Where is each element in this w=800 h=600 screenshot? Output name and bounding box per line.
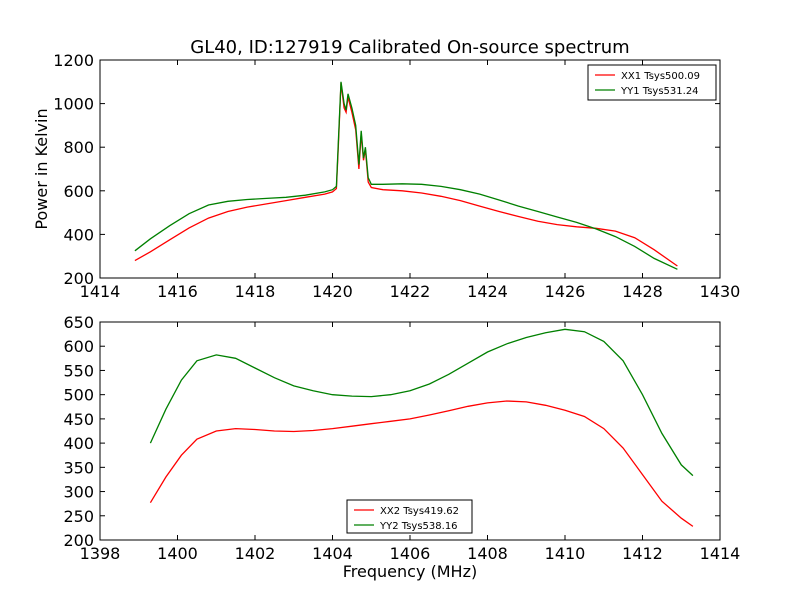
- series-line-xx2: [149, 400, 694, 527]
- x-tick-label: 1424: [467, 282, 508, 301]
- y-tick-label: 250: [63, 507, 94, 526]
- legend-box: [587, 64, 717, 101]
- legend-box: [346, 499, 473, 534]
- bottom-spectrum-panel: 1398 1400 1402 1404 1406 1408 1410 1412 1414 200 2…: [63, 313, 740, 563]
- x-tick-label: 1422: [390, 282, 431, 301]
- y-tick-label: 1000: [53, 95, 94, 114]
- y-tick-label: 400: [63, 225, 94, 244]
- x-tick-label: 1414: [80, 282, 121, 301]
- y-tick-label: 200: [63, 531, 94, 550]
- y-tick-label: 600: [63, 182, 94, 201]
- x-tick-label: 1420: [312, 282, 353, 301]
- legend: XX1 Tsys500.09 YY1 Tsys531.24: [587, 64, 717, 101]
- series-line-yy1: [134, 81, 678, 270]
- x-tick-label: 1412: [622, 544, 663, 563]
- y-tick-label: 1200: [53, 51, 94, 70]
- legend: XX2 Tsys419.62 YY2 Tsys538.16: [346, 499, 473, 534]
- y-tick-label: 650: [63, 313, 94, 332]
- legend-label: XX2 Tsys419.62: [380, 506, 459, 517]
- y-tick-label: 500: [63, 386, 94, 405]
- y-tick-label: 200: [63, 269, 94, 288]
- legend-label: XX1 Tsys500.09: [621, 71, 700, 82]
- x-tick-label: 1428: [622, 282, 663, 301]
- legend-label: YY2 Tsys538.16: [379, 521, 458, 532]
- x-tick-label: 1402: [235, 544, 276, 563]
- x-tick-label: 1426: [545, 282, 586, 301]
- y-tick-label: 350: [63, 458, 94, 477]
- x-tick-label: 1398: [80, 544, 121, 563]
- x-tick-label: 1410: [545, 544, 586, 563]
- y-tick-label: 450: [63, 410, 94, 429]
- x-tick-label: 1430: [700, 282, 741, 301]
- x-tick-label: 1416: [157, 282, 198, 301]
- x-tick-label: 1404: [312, 544, 353, 563]
- y-tick-label: 550: [63, 361, 94, 380]
- x-tick-label: 1414: [700, 544, 741, 563]
- y-tick-label: 300: [63, 483, 94, 502]
- x-tick-label: 1418: [235, 282, 276, 301]
- x-axis-label: Frequency (MHz): [343, 562, 477, 581]
- legend-label: YY1 Tsys531.24: [620, 86, 699, 97]
- y-tick-label: 800: [63, 138, 94, 157]
- top-spectrum-panel: 1414 1416 1418 1420 1422 1424 1426 1428 1430 200 4…: [53, 51, 740, 301]
- y-tick-label: 600: [63, 337, 94, 356]
- chart-title: GL40, ID:127919 Calibrated On-source spe…: [190, 37, 629, 58]
- series-line-yy2: [149, 328, 694, 477]
- x-tick-label: 1400: [157, 544, 198, 563]
- x-tick-label: 1408: [467, 544, 508, 563]
- y-tick-label: 400: [63, 434, 94, 453]
- y-axis-label: Power in Kelvin: [32, 108, 51, 229]
- x-tick-label: 1406: [390, 544, 431, 563]
